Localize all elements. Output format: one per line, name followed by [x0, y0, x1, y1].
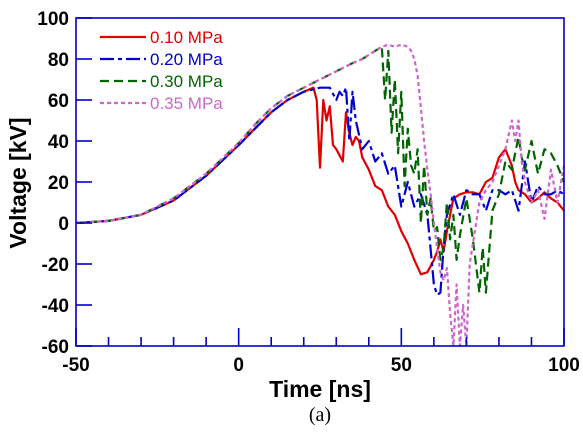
y-axis-title: Voltage [kV]: [5, 117, 31, 248]
series-line-3: [75, 45, 566, 294]
y-tick-label: 60: [48, 91, 69, 112]
legend: 0.10 MPa 0.20 MPa 0.30 MPa 0.35 MPa: [100, 28, 223, 113]
y-tick-label: -40: [42, 296, 69, 317]
ticks-layer: [75, 17, 565, 347]
legend-label-4: 0.35 MPa: [150, 94, 223, 113]
series-layer: [75, 43, 566, 348]
y-tick-label: 40: [48, 132, 69, 153]
y-tick-labels: 100 80 60 40 20 0 -20 -40 -60: [37, 9, 69, 358]
x-tick-label: -50: [62, 355, 89, 376]
legend-label-1: 0.10 MPa: [150, 28, 223, 47]
y-tick-label: -20: [42, 255, 69, 276]
legend-label-3: 0.30 MPa: [150, 72, 223, 91]
y-tick-label: 20: [48, 173, 69, 194]
x-tick-label: 50: [391, 355, 412, 376]
x-axis-title: Time [ns]: [269, 376, 371, 402]
y-tick-label: 80: [48, 50, 69, 71]
y-tick-label: 0: [58, 214, 69, 235]
series-line-1: [75, 86, 565, 276]
x-tick-label: 100: [548, 355, 580, 376]
y-tick-label: -60: [42, 337, 69, 358]
x-tick-label: 0: [233, 355, 244, 376]
y-tick-label: 100: [37, 9, 69, 30]
figure-caption: (a): [309, 404, 331, 426]
series-line-2: [75, 86, 565, 296]
series-line-4: [75, 43, 566, 348]
x-tick-labels: -50 0 50 100: [62, 355, 580, 376]
legend-label-2: 0.20 MPa: [150, 50, 223, 69]
